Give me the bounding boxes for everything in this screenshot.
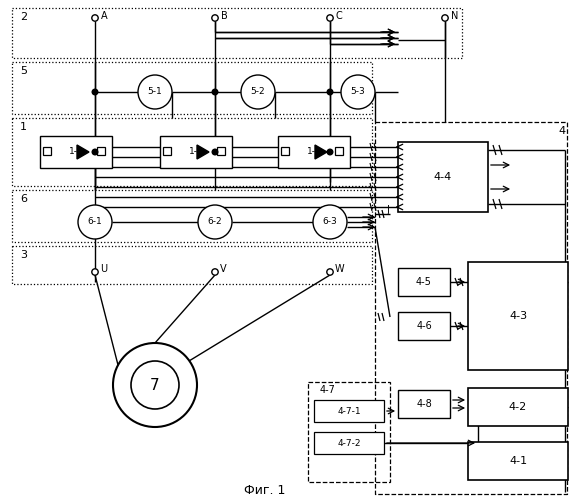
Text: 4: 4	[558, 126, 565, 136]
Circle shape	[442, 15, 448, 21]
Bar	[163, 147, 171, 155]
Bar	[278, 136, 350, 168]
Bar	[281, 147, 289, 155]
Bar	[12, 190, 372, 242]
Bar	[97, 147, 105, 155]
Circle shape	[313, 205, 347, 239]
Text: 4-1: 4-1	[509, 456, 527, 466]
Text: 1-2: 1-2	[189, 148, 203, 156]
Bar	[12, 8, 462, 58]
Bar	[12, 118, 372, 186]
Circle shape	[212, 15, 218, 21]
Text: 6-3: 6-3	[323, 218, 338, 226]
Text: 4-6: 4-6	[416, 321, 432, 331]
Bar	[40, 136, 112, 168]
Text: 6: 6	[20, 194, 27, 204]
Bar	[375, 122, 567, 494]
Text: 4-7: 4-7	[320, 385, 336, 395]
Text: 1-3: 1-3	[306, 148, 321, 156]
Text: 4-7-1: 4-7-1	[337, 406, 361, 416]
Circle shape	[327, 269, 333, 275]
Text: 4-8: 4-8	[416, 399, 432, 409]
Bar	[314, 432, 384, 454]
Text: 3: 3	[20, 250, 27, 260]
Text: 4-7-2: 4-7-2	[337, 438, 361, 448]
Bar	[398, 142, 488, 212]
Text: U: U	[100, 264, 107, 274]
Text: 5-3: 5-3	[351, 88, 365, 96]
Bar	[314, 400, 384, 422]
Circle shape	[341, 75, 375, 109]
Bar	[398, 390, 450, 418]
Bar	[217, 147, 225, 155]
Text: W: W	[335, 264, 344, 274]
Circle shape	[212, 269, 218, 275]
Circle shape	[327, 149, 333, 155]
Text: 7: 7	[150, 378, 160, 392]
Text: J: J	[387, 205, 389, 215]
Bar	[12, 246, 372, 284]
Bar	[468, 262, 568, 370]
Circle shape	[113, 343, 197, 427]
Bar	[468, 442, 568, 480]
Text: 6-2: 6-2	[208, 218, 222, 226]
Circle shape	[92, 15, 98, 21]
Text: 2: 2	[20, 12, 27, 22]
Text: 4-3: 4-3	[509, 311, 527, 321]
Bar	[12, 62, 372, 114]
Circle shape	[327, 89, 333, 95]
Bar	[335, 147, 343, 155]
Text: C: C	[336, 11, 343, 21]
Circle shape	[92, 149, 98, 155]
Text: 4-4: 4-4	[434, 172, 452, 182]
Bar	[468, 388, 568, 426]
Bar	[160, 136, 232, 168]
Circle shape	[212, 89, 218, 95]
Text: A: A	[101, 11, 108, 21]
Text: 1: 1	[20, 122, 27, 132]
Text: V: V	[220, 264, 227, 274]
Polygon shape	[315, 145, 327, 159]
Text: 5: 5	[20, 66, 27, 76]
Bar	[308, 382, 390, 482]
Circle shape	[92, 89, 98, 95]
Circle shape	[78, 205, 112, 239]
Text: 5-2: 5-2	[250, 88, 265, 96]
Text: 5-1: 5-1	[148, 88, 162, 96]
Circle shape	[131, 361, 179, 409]
Bar	[398, 312, 450, 340]
Text: 4-2: 4-2	[509, 402, 527, 412]
Text: 4-5: 4-5	[416, 277, 432, 287]
Bar	[398, 268, 450, 296]
Text: 6-1: 6-1	[88, 218, 102, 226]
Polygon shape	[197, 145, 209, 159]
Text: 1-1: 1-1	[69, 148, 83, 156]
Circle shape	[138, 75, 172, 109]
Circle shape	[241, 75, 275, 109]
Text: Фиг. 1: Фиг. 1	[244, 484, 286, 496]
Text: B: B	[221, 11, 228, 21]
Circle shape	[212, 149, 218, 155]
Circle shape	[198, 205, 232, 239]
Bar	[43, 147, 51, 155]
Polygon shape	[77, 145, 89, 159]
Circle shape	[92, 269, 98, 275]
Text: N: N	[451, 11, 458, 21]
Circle shape	[327, 15, 333, 21]
